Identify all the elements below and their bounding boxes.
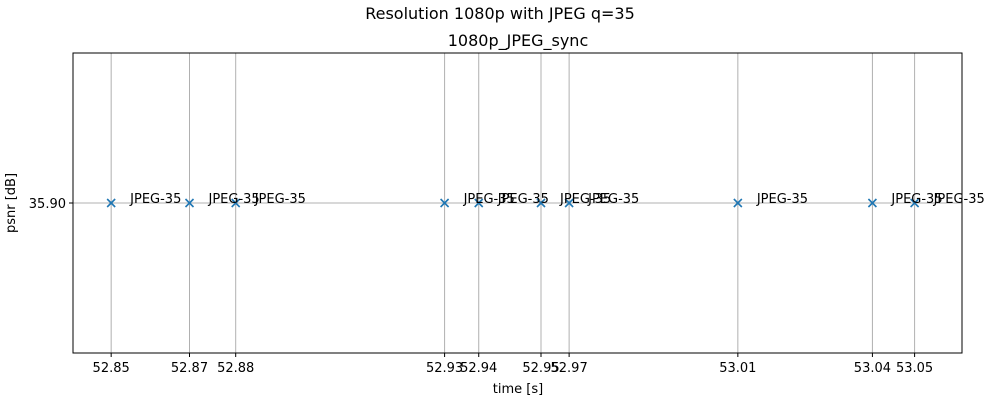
x-tick-label: 52.97	[551, 361, 588, 376]
point-x-stroke	[106, 198, 116, 208]
scatter-point	[474, 198, 484, 208]
scatter-point	[733, 198, 743, 208]
x-tick-label: 53.05	[896, 361, 933, 376]
point-label: JPEG-35	[933, 192, 985, 207]
x-tick-label: 52.88	[217, 361, 254, 376]
point-x-stroke	[536, 198, 546, 208]
scatter-point	[440, 198, 450, 208]
point-label: JPEG-35	[207, 192, 259, 207]
scatter-point	[564, 198, 574, 208]
scatter-point	[231, 198, 241, 208]
point-x-stroke	[564, 198, 574, 208]
x-tick-label: 52.87	[171, 361, 208, 376]
point-label: JPEG-35	[559, 192, 611, 207]
point-label: JPEG-35	[890, 192, 942, 207]
y-axis-label: psnr [dB]	[4, 173, 19, 233]
scatter-point	[867, 198, 877, 208]
x-tick-label: 52.95	[522, 361, 559, 376]
point-x-stroke	[184, 198, 195, 208]
x-tick-label: 53.01	[719, 361, 756, 376]
x-tick-label: 53.04	[854, 361, 891, 376]
point-x-stroke	[474, 198, 484, 208]
chart-title: 1080p_JPEG_sync	[448, 31, 589, 51]
figure-suptitle: Resolution 1080p with JPEG q=35	[365, 4, 635, 23]
x-axis-label: time [s]	[493, 382, 543, 397]
scatter-point	[536, 198, 546, 208]
point-x-stroke	[440, 198, 450, 208]
point-x-stroke	[231, 198, 241, 208]
point-x-stroke	[733, 198, 743, 208]
point-label: JPEG-35	[587, 192, 639, 207]
y-tick-label: 35.90	[29, 197, 66, 212]
point-x-stroke	[867, 198, 877, 208]
scatter-point	[106, 198, 116, 208]
scatter-point	[184, 198, 195, 208]
y-axis-ticks: 35.90	[29, 197, 73, 212]
point-x-stroke	[910, 198, 920, 208]
point-label: JPEG-35	[497, 192, 549, 207]
point-label: JPEG-35	[463, 192, 515, 207]
point-label: JPEG-35	[756, 192, 808, 207]
point-label: JPEG-35	[129, 192, 181, 207]
x-tick-label: 52.93	[426, 361, 463, 376]
scatter-point	[910, 198, 920, 208]
scatter-points	[106, 198, 920, 208]
x-tick-label: 52.85	[93, 361, 130, 376]
point-label: JPEG-35	[254, 192, 306, 207]
x-tick-label: 52.94	[460, 361, 497, 376]
